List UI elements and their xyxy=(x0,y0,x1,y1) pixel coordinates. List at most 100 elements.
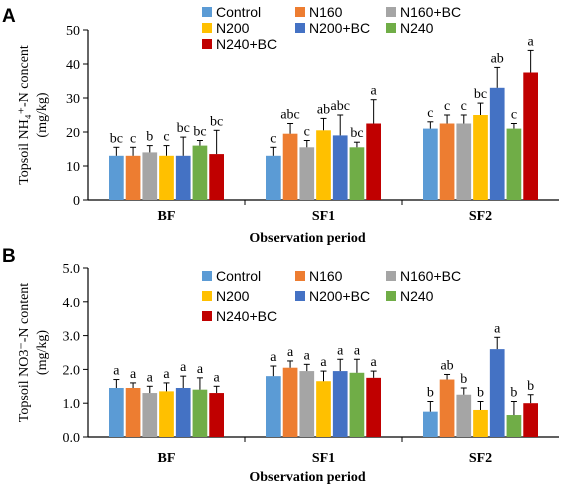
significance-letter: a xyxy=(130,367,137,382)
x-category-label: BF xyxy=(158,209,176,224)
bar xyxy=(349,372,365,437)
bar xyxy=(209,393,224,437)
significance-letter: c xyxy=(130,131,136,146)
legend-swatch xyxy=(295,7,305,17)
bar xyxy=(192,389,208,437)
bar xyxy=(175,387,191,437)
significance-letter: c xyxy=(304,125,310,140)
significance-letter: c xyxy=(163,130,169,145)
significance-letter: a xyxy=(494,321,501,336)
bar xyxy=(506,415,522,437)
significance-letter: bc xyxy=(193,125,206,140)
y-tick-label: 2.0 xyxy=(63,363,81,378)
legend-label: N160 xyxy=(309,268,343,284)
significance-letter: bc xyxy=(177,121,190,136)
y-tick-label: 0 xyxy=(73,194,80,209)
significance-letter: c xyxy=(444,99,450,114)
x-category-label: SF1 xyxy=(312,451,335,466)
significance-letter: ab xyxy=(491,51,504,66)
bar xyxy=(142,152,158,200)
legend-swatch xyxy=(202,23,212,33)
legend-swatch xyxy=(202,291,212,301)
bar xyxy=(109,155,124,200)
significance-letter: a xyxy=(214,370,221,385)
bar xyxy=(175,155,191,200)
y-tick-label: 1.0 xyxy=(63,397,81,412)
legend-swatch xyxy=(386,7,396,17)
y-tick-label: 4.0 xyxy=(63,296,81,311)
bar xyxy=(523,72,538,200)
significance-letter: c xyxy=(461,99,467,114)
legend-label: N240 xyxy=(400,20,434,36)
legend-swatch xyxy=(295,271,305,281)
bar xyxy=(439,379,455,437)
bar xyxy=(473,115,488,200)
significance-letter: b xyxy=(427,386,434,401)
y-tick-label: 0.0 xyxy=(63,431,81,446)
significance-letter: a xyxy=(270,350,277,365)
bar xyxy=(299,371,315,437)
x-category-label: SF2 xyxy=(469,209,492,224)
bar xyxy=(192,145,208,200)
significance-letter: a xyxy=(163,367,170,382)
bar xyxy=(209,154,224,200)
significance-letter: a xyxy=(371,355,378,370)
panel-a-chart: A 0 10 20 30 40 50 BF SF1 SF2 Observation period To… xyxy=(2,4,559,246)
legend-swatch xyxy=(202,311,212,321)
legend-label: N160+BC xyxy=(400,4,461,20)
bar xyxy=(109,387,124,437)
legend-swatch xyxy=(295,23,305,33)
significance-letter: abc xyxy=(330,99,349,114)
significance-letter: a xyxy=(287,345,294,360)
bar xyxy=(423,411,438,437)
significance-letter: abc xyxy=(280,108,299,123)
bar xyxy=(266,376,281,437)
bar xyxy=(366,377,381,437)
panel-label: A xyxy=(2,6,16,27)
bar xyxy=(523,403,538,437)
x-axis-title: Observation period xyxy=(249,470,365,485)
legend-swatch xyxy=(202,271,212,281)
bar xyxy=(349,147,365,200)
y-tick-label: 50 xyxy=(66,24,80,39)
significance-letter: a xyxy=(320,355,327,370)
bar xyxy=(332,371,348,437)
significance-letter: bc xyxy=(474,87,487,102)
y-tick-label: 30 xyxy=(66,92,80,107)
significance-letter: a xyxy=(337,343,344,358)
y-axis-title-line2: (mg/kg) xyxy=(35,92,50,137)
x-axis-title: Observation period xyxy=(249,231,365,246)
significance-letter: bc xyxy=(110,131,123,146)
legend-label: N160 xyxy=(309,4,343,20)
significance-letter: b xyxy=(146,130,153,145)
significance-letter: a xyxy=(354,343,361,358)
significance-letter: c xyxy=(270,131,276,146)
legend-swatch xyxy=(386,23,396,33)
bar xyxy=(456,394,472,437)
significance-letter: c xyxy=(511,108,517,123)
y-tick-label: 20 xyxy=(66,126,80,141)
y-axis-title-line1: Topsoil NO3⁻-N content xyxy=(17,283,32,423)
bar xyxy=(439,123,455,200)
legend-label: N240+BC xyxy=(216,36,277,52)
significance-letter: ab xyxy=(317,102,330,117)
significance-letter: a xyxy=(197,362,204,377)
bar xyxy=(159,155,174,200)
y-tick-label: 10 xyxy=(66,160,80,175)
significance-letter: bc xyxy=(210,114,223,129)
significance-letter: a xyxy=(528,34,535,49)
x-category-label: BF xyxy=(158,451,176,466)
significance-letter: b xyxy=(477,386,484,401)
bar xyxy=(282,133,298,200)
legend-swatch xyxy=(202,7,212,17)
bar xyxy=(423,128,438,200)
panel-label: B xyxy=(2,246,16,267)
bar xyxy=(299,147,315,200)
significance-letter: c xyxy=(427,106,433,121)
legend-label: Control xyxy=(216,4,261,20)
significance-letter: b xyxy=(460,372,467,387)
y-tick-label: 3.0 xyxy=(63,330,81,345)
bar xyxy=(489,349,505,437)
